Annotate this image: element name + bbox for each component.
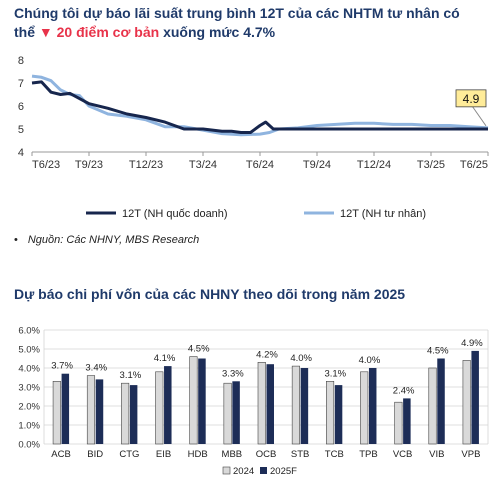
data-label: 4.5% bbox=[427, 346, 449, 357]
x-tick-label: CTG bbox=[119, 449, 139, 460]
x-tick-label: T9/23 bbox=[75, 159, 103, 171]
title-highlight: ▼ 20 điểm cơ bản bbox=[38, 24, 160, 40]
bar-2025F bbox=[300, 368, 309, 444]
y-tick-label: 4 bbox=[18, 147, 24, 159]
legend-label-2025F: 2025F bbox=[270, 466, 297, 477]
source-note: • Nguồn: Các NHNY, MBS Research bbox=[14, 234, 199, 246]
x-tick-label: T12/23 bbox=[129, 159, 163, 171]
y-tick-label: 6 bbox=[18, 101, 24, 113]
data-label: 3.3% bbox=[222, 368, 244, 379]
legend-swatch-2024 bbox=[222, 466, 231, 475]
x-tick-label: EIB bbox=[156, 449, 171, 460]
bar-2025F bbox=[61, 373, 70, 444]
bar-2024 bbox=[462, 360, 471, 445]
bar-2025F bbox=[471, 350, 479, 444]
bar-chart-title: Dự báo chi phí vốn của các NHNY theo dõi… bbox=[14, 286, 406, 302]
y-tick-label: 0.0% bbox=[18, 440, 40, 451]
data-label: 4.1% bbox=[154, 353, 176, 364]
bar-2024 bbox=[121, 382, 130, 445]
x-tick-label: MBB bbox=[222, 449, 243, 460]
y-tick-label: 6.0% bbox=[18, 326, 40, 337]
title-text-part1: Chúng tôi dự báo lãi suất trung bình 12T… bbox=[14, 5, 460, 40]
x-tick-label: T3/24 bbox=[189, 159, 217, 171]
bar-2024 bbox=[155, 371, 164, 445]
y-tick-label: 3.0% bbox=[18, 383, 40, 394]
bar-2024 bbox=[360, 371, 369, 445]
line-chart: 4 5 6 7 8 T6/23 T9/23 T12/23 T3/24 T6/24 T9/24 T12/… bbox=[18, 55, 489, 220]
data-label: 3.1% bbox=[120, 370, 142, 381]
bar-2025F bbox=[198, 358, 206, 444]
x-tick-label: HDB bbox=[188, 449, 208, 460]
bar-2024 bbox=[86, 375, 96, 445]
data-label: 4.0% bbox=[290, 353, 312, 364]
x-tick-label: VPB bbox=[461, 449, 480, 460]
data-label: 3.7% bbox=[51, 361, 73, 372]
bar-2025F bbox=[437, 358, 445, 444]
x-tick-label: VIB bbox=[429, 449, 444, 460]
data-label: 4.5% bbox=[188, 344, 210, 355]
y-tick-label: 5.0% bbox=[18, 345, 40, 356]
bar-2024 bbox=[52, 380, 61, 445]
bar-2025F bbox=[334, 385, 343, 444]
x-tick-label: VCB bbox=[393, 449, 413, 460]
bar-2025F bbox=[368, 368, 377, 444]
bar-2024 bbox=[326, 380, 335, 445]
x-tick-label: T3/25 bbox=[417, 159, 445, 171]
bar-2025F bbox=[266, 364, 274, 444]
data-label: 2.4% bbox=[393, 385, 415, 396]
legend-label-private: 12T (NH tư nhân) bbox=[340, 208, 426, 220]
x-tick-label: OCB bbox=[256, 449, 277, 460]
data-label: 4.9% bbox=[461, 338, 483, 349]
series-line-state bbox=[31, 80, 488, 134]
line-chart-title: Chúng tôi dự báo lãi suất trung bình 12T… bbox=[14, 4, 484, 42]
bar-chart: 0.0% 1.0% 2.0% 3.0% 4.0% 5.0% 6.0% 3.7% ACB 3.4% B… bbox=[18, 326, 489, 477]
x-tick-label: T9/24 bbox=[303, 159, 331, 171]
x-tick-label: T12/24 bbox=[357, 159, 391, 171]
bar-2024 bbox=[291, 365, 300, 445]
data-label: 3.1% bbox=[324, 368, 346, 379]
callout-leader bbox=[471, 105, 487, 127]
x-tick-label: T6/24 bbox=[246, 159, 274, 171]
x-tick-label: TPB bbox=[359, 449, 377, 460]
source-text: Nguồn: Các NHNY, MBS Research bbox=[27, 234, 200, 246]
y-tick-label: 7 bbox=[18, 78, 24, 90]
bar-2024 bbox=[223, 382, 232, 445]
bar-2024 bbox=[428, 367, 437, 445]
x-tick-label: T6/25 bbox=[460, 159, 488, 171]
bar-2025F bbox=[129, 385, 138, 444]
bar-2025F bbox=[164, 366, 172, 444]
x-tick-label: BID bbox=[87, 449, 103, 460]
callout-label: 4.9 bbox=[463, 92, 480, 106]
legend-swatch-2025F bbox=[260, 467, 267, 474]
x-tick-label: ACB bbox=[51, 449, 71, 460]
y-tick-label: 1.0% bbox=[18, 421, 40, 432]
bar-2024 bbox=[257, 361, 266, 445]
title-text-part2: xuống mức 4.7% bbox=[163, 24, 276, 40]
legend-label-state: 12T (NH quốc doanh) bbox=[122, 208, 228, 220]
data-label: 4.0% bbox=[359, 355, 381, 366]
bar-2025F bbox=[95, 379, 104, 444]
bar-2024 bbox=[394, 401, 403, 445]
bar-2024 bbox=[189, 356, 198, 445]
bar-2025F bbox=[232, 381, 240, 444]
x-tick-label: STB bbox=[291, 449, 309, 460]
data-label: 4.2% bbox=[256, 349, 278, 360]
callout-box bbox=[455, 89, 487, 108]
x-tick-label: T6/23 bbox=[32, 159, 60, 171]
data-label: 3.4% bbox=[85, 363, 107, 374]
y-tick-label: 4.0% bbox=[18, 364, 40, 375]
x-tick-label: TCB bbox=[325, 449, 344, 460]
legend-label-2024: 2024 bbox=[233, 466, 254, 477]
bar-2025F bbox=[403, 398, 411, 444]
bullet-icon: • bbox=[14, 234, 18, 246]
y-tick-label: 5 bbox=[18, 124, 24, 136]
y-tick-label: 8 bbox=[18, 55, 24, 67]
y-tick-label: 2.0% bbox=[18, 402, 40, 413]
